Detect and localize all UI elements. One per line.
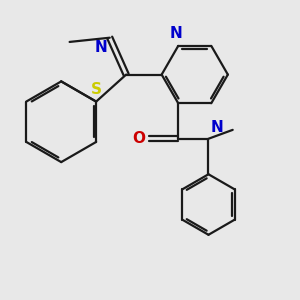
- Text: N: N: [211, 120, 223, 135]
- Text: N: N: [95, 40, 108, 55]
- Text: S: S: [91, 82, 102, 97]
- Text: O: O: [132, 131, 145, 146]
- Text: N: N: [170, 26, 183, 41]
